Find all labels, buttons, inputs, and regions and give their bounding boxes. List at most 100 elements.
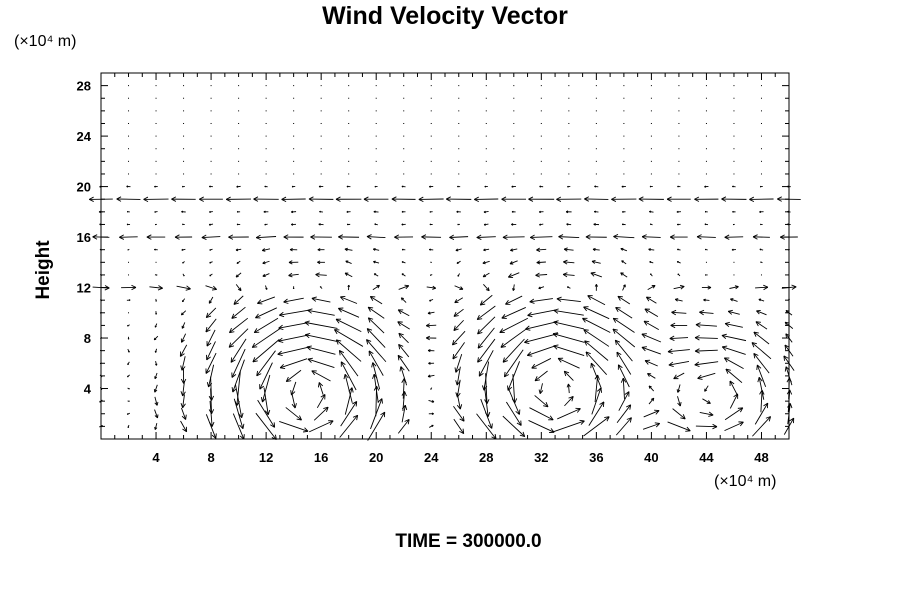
wind-vector [210,122,212,124]
wind-vector [210,135,212,137]
wind-vector [678,173,680,175]
wind-vector [553,308,584,316]
wind-vector [127,400,130,402]
wind-vector [308,196,334,202]
wind-vector [477,316,496,335]
wind-vector [345,260,352,264]
x-tick-label: 48 [754,450,768,465]
wind-vector [727,309,740,315]
wind-vector [238,85,240,87]
wind-vector [430,173,432,175]
wind-vector [344,247,353,252]
wind-vector [567,185,571,188]
wind-vector [116,196,141,202]
wind-vector [400,297,407,303]
wind-vector [311,296,331,303]
wind-vector [676,210,681,214]
wind-vector [92,234,110,240]
wind-vector [638,196,664,202]
wind-vector [126,185,131,188]
wind-vector [458,148,460,150]
wind-vector [485,173,487,175]
wind-vector [257,399,276,428]
wind-vector [259,362,273,390]
wind-vector [705,110,707,112]
wind-vector [729,380,739,397]
wind-vector [235,248,242,252]
wind-vector [669,234,688,240]
x-tick-label: 8 [207,450,214,465]
wind-vector [206,341,216,361]
wind-vector [263,210,269,214]
wind-vector [511,185,516,188]
wind-vector [566,286,571,289]
wind-vector [344,272,353,278]
wind-vector [401,248,406,251]
wind-vector [705,122,707,124]
wind-vector [126,223,131,226]
plot-frame [100,72,790,440]
wind-vector [373,260,380,264]
wind-vector [642,422,661,430]
wind-vector [233,295,244,305]
wind-vector [260,374,271,403]
wind-vector [673,372,685,380]
wind-vector [255,307,278,319]
wind-vector [154,396,159,406]
wind-vector [568,173,570,175]
wind-vector [208,296,214,304]
wind-vector [277,346,310,356]
wind-vector [650,173,652,175]
wind-vector [427,374,435,378]
x-tick-label: 28 [479,450,493,465]
wind-vector [367,411,386,441]
wind-vector [293,97,295,99]
wind-vector [126,412,130,415]
wind-vector [454,285,464,291]
wind-vector [127,348,130,353]
wind-vector [363,196,389,202]
wind-vector [646,296,657,304]
wind-vector [540,97,542,99]
wind-vector [154,223,157,226]
wind-vector [335,196,362,202]
wind-vector [509,260,518,265]
wind-vector [238,135,240,137]
wind-vector [788,274,790,276]
wind-vector [238,97,240,99]
wind-vector [403,97,405,99]
wind-vector [235,284,242,292]
wind-vector [154,348,158,353]
wind-vector [705,135,707,137]
wind-vector [477,338,496,363]
wind-vector [612,328,636,348]
wind-vector [399,366,408,386]
wind-vector [340,295,358,304]
wind-vector [536,260,546,265]
wind-vector [649,210,654,213]
y-tick-label: 16 [77,230,91,245]
wind-vector [485,160,487,162]
wind-vector [264,223,268,226]
wind-vector [781,284,797,290]
wind-vector [614,339,633,362]
wind-vector [205,414,217,439]
wind-vector [290,210,297,214]
wind-vector [617,295,631,305]
wind-vector [644,359,658,367]
wind-vector [283,234,304,240]
wind-vector [403,110,405,112]
wind-vector [256,350,276,377]
wind-vector [563,259,575,265]
wind-vector [366,234,386,240]
wind-vector [540,85,542,87]
wind-vector [128,148,130,150]
wind-vector [454,354,463,373]
wind-vector [733,148,735,150]
wind-vector [430,97,432,99]
wind-vector [285,369,302,382]
wind-vector [320,85,322,87]
wind-vector [100,135,102,137]
wind-vector [346,223,351,226]
chart-title: Wind Velocity Vector [322,2,568,30]
